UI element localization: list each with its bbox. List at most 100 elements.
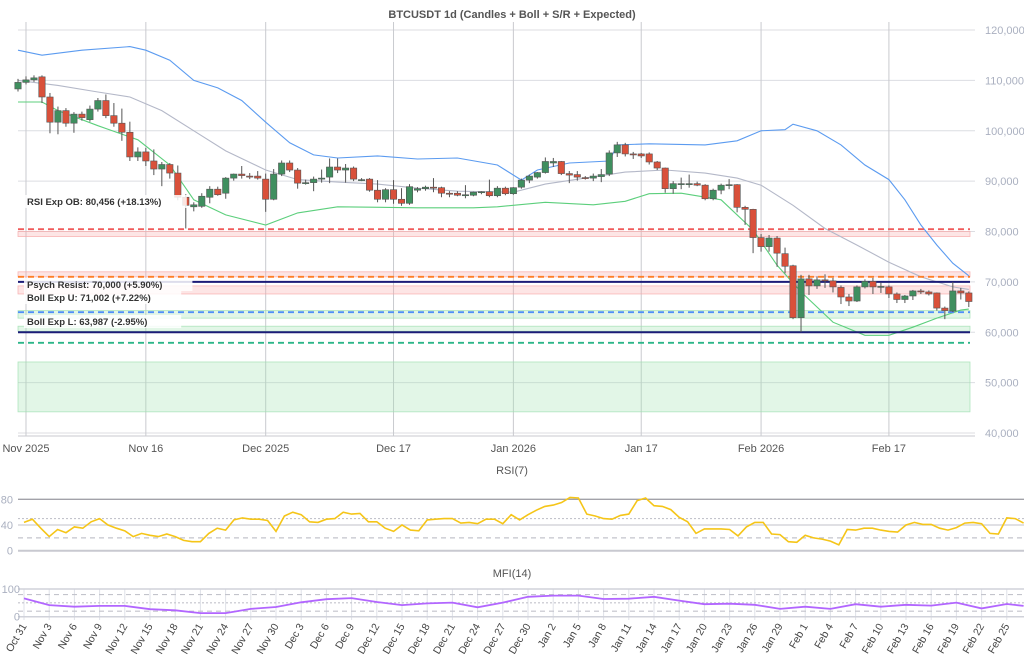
candle (46, 92, 54, 134)
candle (421, 185, 429, 191)
rsi-title: RSI(7) (496, 465, 528, 477)
candle (22, 76, 30, 85)
x-tick-label: Nov 15 (129, 621, 156, 656)
candle-body (965, 292, 973, 302)
candle (262, 173, 270, 212)
candle (294, 168, 302, 189)
x-tick-label: Dec 27 (481, 621, 508, 656)
x-tick-label: Dec 2025 (242, 443, 289, 455)
candle (621, 142, 629, 157)
candle-body (190, 204, 198, 208)
candle (957, 287, 965, 300)
candle-body (709, 189, 717, 200)
x-tick-label: Feb 4 (812, 621, 836, 650)
candle-body (230, 173, 238, 179)
candle-body (350, 167, 358, 180)
candle-body (334, 166, 342, 171)
candle-body (565, 173, 573, 176)
candle-body (413, 188, 421, 191)
candle-body (382, 189, 390, 200)
x-tick-label: Dec 6 (308, 621, 332, 651)
candle-body (461, 194, 469, 197)
candle (406, 184, 414, 205)
candle (214, 186, 222, 196)
candle (54, 106, 62, 135)
candle (102, 94, 110, 119)
candle-body (174, 172, 182, 198)
candle-body (757, 237, 765, 247)
x-tick-label: Nov 21 (179, 621, 206, 656)
x-tick-label: Jan 26 (734, 621, 760, 654)
candle-body (597, 174, 605, 177)
candle (901, 294, 909, 304)
candle (126, 121, 134, 161)
candle (813, 276, 821, 289)
candle-body (358, 179, 366, 181)
candle-body (941, 307, 949, 311)
y-tick-label: 90,000 (985, 176, 1019, 188)
x-tick-label: Dec 15 (381, 621, 408, 656)
candle (142, 147, 150, 167)
x-tick-label: Nov 16 (128, 443, 163, 455)
candle-body (254, 175, 262, 179)
candle (909, 289, 917, 301)
candle (725, 179, 733, 190)
mfi-y-tick: 100 (2, 584, 20, 596)
candle-body (725, 184, 733, 186)
candle-body (477, 191, 485, 194)
candle (757, 234, 765, 252)
candle (326, 158, 334, 184)
candle-body (70, 113, 78, 124)
candle-body (605, 152, 613, 175)
candle (118, 108, 126, 141)
x-tick-label: Feb 25 (986, 621, 1013, 655)
x-tick-label: Jan 5 (561, 621, 584, 649)
candle (453, 191, 461, 197)
candle (789, 264, 797, 320)
candle (374, 180, 382, 203)
x-tick-label: Jan 8 (586, 621, 609, 649)
candle-body (14, 82, 22, 90)
candle (741, 205, 749, 225)
candle (413, 187, 421, 193)
candle (565, 171, 573, 184)
candle (677, 177, 685, 190)
candle-body (549, 161, 557, 164)
candle-body (829, 280, 837, 288)
candle-body (509, 187, 517, 195)
candle-body (789, 265, 797, 318)
candle (270, 169, 278, 201)
y-tick-label: 80,000 (985, 227, 1019, 239)
candle-body (198, 195, 206, 207)
candle-body (693, 183, 701, 186)
candle-body (302, 182, 310, 184)
candle (94, 98, 102, 112)
candle (549, 157, 557, 168)
x-tick-label: Feb 7 (837, 621, 861, 650)
candle-body (342, 167, 350, 171)
candle (198, 193, 206, 208)
x-tick-label: Dec 9 (333, 621, 357, 651)
x-tick-label: Feb 1 (787, 621, 811, 650)
candle-body (469, 191, 477, 196)
level-label-bg (24, 291, 182, 304)
candle-body (429, 186, 437, 189)
candle-body (102, 100, 110, 116)
x-tick-label: Jan 17 (659, 621, 685, 654)
candle (278, 160, 286, 177)
candle (805, 274, 813, 295)
candle (869, 277, 877, 294)
y-tick-label: 50,000 (985, 378, 1019, 390)
candle-body (310, 178, 318, 183)
candle-body (781, 253, 789, 267)
rsi-y-tick: 40 (1, 520, 13, 532)
candle (733, 184, 741, 213)
bollinger-middle-line (17, 79, 969, 290)
candle-body (30, 77, 38, 81)
candle (645, 152, 653, 165)
candle (717, 183, 725, 195)
candle (310, 176, 318, 192)
x-tick-label: Nov 3 (31, 621, 55, 651)
candle (302, 179, 310, 185)
